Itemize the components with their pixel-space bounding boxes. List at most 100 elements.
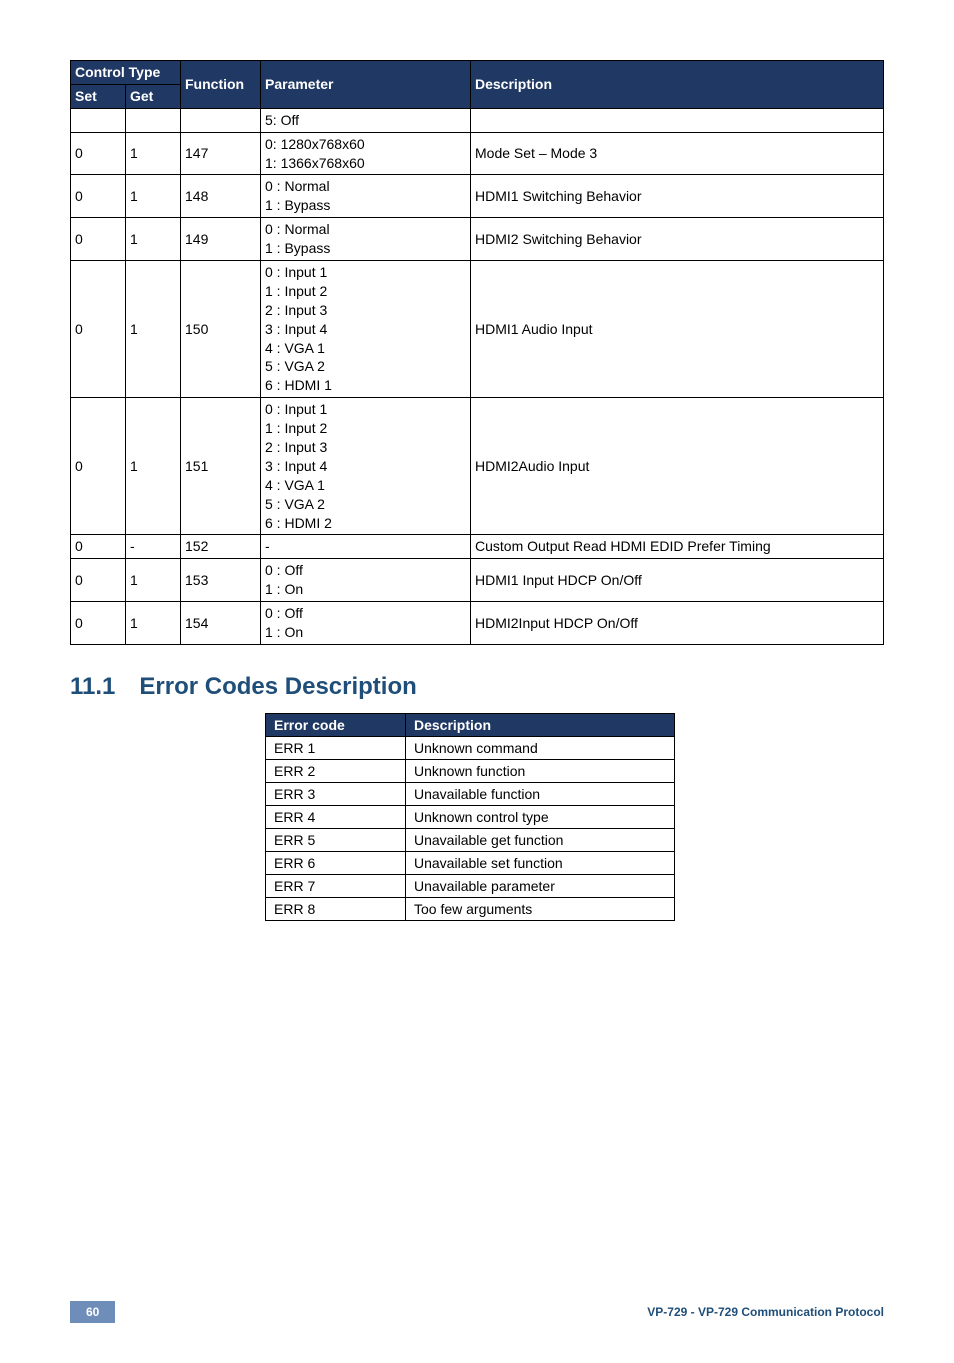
cell-set: 0	[71, 218, 126, 261]
table-row: ERR 5Unavailable get function	[266, 828, 675, 851]
table-row: 011510 : Input 1 1 : Input 2 2 : Input 3…	[71, 398, 884, 535]
cell-get: 1	[126, 602, 181, 645]
table-row: ERR 1Unknown command	[266, 736, 675, 759]
header-get: Get	[126, 84, 181, 108]
cell-code: ERR 2	[266, 759, 406, 782]
doc-title: VP-729 - VP-729 Communication Protocol	[647, 1305, 884, 1319]
cell-code: ERR 4	[266, 805, 406, 828]
section-heading: 11.1 Error Codes Description	[70, 673, 884, 701]
table-row: ERR 2Unknown function	[266, 759, 675, 782]
cell-param: 0 : Input 1 1 : Input 2 2 : Input 3 3 : …	[261, 261, 471, 398]
table-row: 011490 : Normal 1 : BypassHDMI2 Switchin…	[71, 218, 884, 261]
header-row: Control Type Function Parameter Descript…	[71, 61, 884, 85]
cell-desc: Unknown control type	[406, 805, 675, 828]
cell-param: 0 : Off 1 : On	[261, 602, 471, 645]
table-row: 011530 : Off 1 : OnHDMI1 Input HDCP On/O…	[71, 559, 884, 602]
cell-desc: Unavailable parameter	[406, 874, 675, 897]
header-parameter: Parameter	[261, 61, 471, 109]
cell-get: 1	[126, 398, 181, 535]
control-table: Control Type Function Parameter Descript…	[70, 60, 884, 645]
cell-desc: Unknown command	[406, 736, 675, 759]
section-number: 11.1	[70, 673, 115, 701]
error-header-row: Error code Description	[266, 713, 675, 736]
table-row: 011500 : Input 1 1 : Input 2 2 : Input 3…	[71, 261, 884, 398]
cell-desc: Mode Set – Mode 3	[471, 132, 884, 175]
cell-func: 150	[181, 261, 261, 398]
cell-desc: Too few arguments	[406, 897, 675, 920]
cell-code: ERR 1	[266, 736, 406, 759]
cell-set: 0	[71, 175, 126, 218]
cell-desc: Unavailable function	[406, 782, 675, 805]
cell-get	[126, 108, 181, 132]
table-row: ERR 8Too few arguments	[266, 897, 675, 920]
cell-desc: HDMI1 Switching Behavior	[471, 175, 884, 218]
header-function: Function	[181, 61, 261, 109]
header-set: Set	[71, 84, 126, 108]
section-title: Error Codes Description	[139, 673, 416, 701]
header-error-code: Error code	[266, 713, 406, 736]
cell-param: -	[261, 535, 471, 559]
cell-func: 153	[181, 559, 261, 602]
cell-param: 0 : Normal 1 : Bypass	[261, 175, 471, 218]
error-table-wrapper: Error code Description ERR 1Unknown comm…	[265, 713, 884, 921]
cell-param: 0 : Off 1 : On	[261, 559, 471, 602]
cell-get: 1	[126, 218, 181, 261]
page-footer: 60 VP-729 - VP-729 Communication Protoco…	[70, 1301, 884, 1323]
cell-get: 1	[126, 175, 181, 218]
cell-desc: Unknown function	[406, 759, 675, 782]
cell-desc: HDMI2 Switching Behavior	[471, 218, 884, 261]
cell-param: 0 : Normal 1 : Bypass	[261, 218, 471, 261]
table-row: 011480 : Normal 1 : BypassHDMI1 Switchin…	[71, 175, 884, 218]
cell-code: ERR 7	[266, 874, 406, 897]
table-row: 0-152-Custom Output Read HDMI EDID Prefe…	[71, 535, 884, 559]
cell-set: 0	[71, 559, 126, 602]
cell-desc: Unavailable get function	[406, 828, 675, 851]
cell-param: 5: Off	[261, 108, 471, 132]
page-container: Control Type Function Parameter Descript…	[0, 0, 954, 1363]
header-error-desc: Description	[406, 713, 675, 736]
table-row: ERR 4Unknown control type	[266, 805, 675, 828]
cell-set: 0	[71, 535, 126, 559]
cell-set: 0	[71, 602, 126, 645]
cell-desc: HDMI2Input HDCP On/Off	[471, 602, 884, 645]
cell-code: ERR 3	[266, 782, 406, 805]
cell-set: 0	[71, 261, 126, 398]
table-row: 5: Off	[71, 108, 884, 132]
table-row: ERR 6Unavailable set function	[266, 851, 675, 874]
cell-set	[71, 108, 126, 132]
cell-code: ERR 6	[266, 851, 406, 874]
cell-code: ERR 8	[266, 897, 406, 920]
cell-func: 148	[181, 175, 261, 218]
cell-set: 0	[71, 132, 126, 175]
header-control-type: Control Type	[71, 61, 181, 85]
error-table: Error code Description ERR 1Unknown comm…	[265, 713, 675, 921]
cell-get: 1	[126, 559, 181, 602]
cell-param: 0 : Input 1 1 : Input 2 2 : Input 3 3 : …	[261, 398, 471, 535]
cell-desc: HDMI2Audio Input	[471, 398, 884, 535]
header-description: Description	[471, 61, 884, 109]
cell-desc: HDMI1 Input HDCP On/Off	[471, 559, 884, 602]
cell-func: 151	[181, 398, 261, 535]
table-row: ERR 3Unavailable function	[266, 782, 675, 805]
cell-code: ERR 5	[266, 828, 406, 851]
cell-func: 147	[181, 132, 261, 175]
table-row: 011540 : Off 1 : OnHDMI2Input HDCP On/Of…	[71, 602, 884, 645]
cell-get: -	[126, 535, 181, 559]
cell-get: 1	[126, 261, 181, 398]
cell-get: 1	[126, 132, 181, 175]
error-table-body: ERR 1Unknown commandERR 2Unknown functio…	[266, 736, 675, 920]
cell-func: 149	[181, 218, 261, 261]
cell-func	[181, 108, 261, 132]
page-number: 60	[70, 1301, 115, 1323]
cell-desc: Unavailable set function	[406, 851, 675, 874]
cell-desc	[471, 108, 884, 132]
cell-desc: HDMI1 Audio Input	[471, 261, 884, 398]
cell-desc: Custom Output Read HDMI EDID Prefer Timi…	[471, 535, 884, 559]
cell-func: 152	[181, 535, 261, 559]
cell-func: 154	[181, 602, 261, 645]
table-row: 011470: 1280x768x60 1: 1366x768x60Mode S…	[71, 132, 884, 175]
control-table-body: 5: Off011470: 1280x768x60 1: 1366x768x60…	[71, 108, 884, 644]
table-row: ERR 7Unavailable parameter	[266, 874, 675, 897]
cell-set: 0	[71, 398, 126, 535]
cell-param: 0: 1280x768x60 1: 1366x768x60	[261, 132, 471, 175]
